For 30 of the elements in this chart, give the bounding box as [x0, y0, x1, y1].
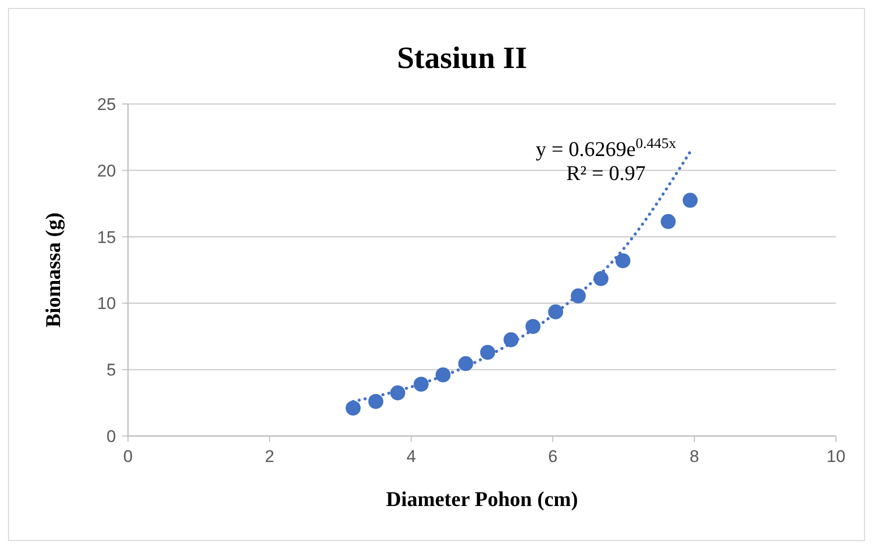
- x-tick-label: 2: [264, 447, 274, 466]
- y-axis-title: Biomassa (g): [41, 212, 65, 328]
- x-tick-label: 6: [548, 447, 558, 466]
- y-tick-label: 15: [97, 228, 116, 247]
- x-tick-label: 8: [690, 447, 700, 466]
- y-tick-label: 10: [97, 294, 116, 314]
- x-axis-title: Diameter Pohon (cm): [386, 487, 578, 511]
- point: [368, 394, 384, 409]
- point: [390, 385, 406, 400]
- point: [682, 192, 698, 208]
- point: [480, 344, 496, 360]
- y-tick-label: 25: [97, 95, 116, 114]
- point: [548, 304, 564, 320]
- point: [346, 400, 361, 416]
- y-tick-label: 0: [106, 427, 116, 446]
- point: [615, 253, 630, 268]
- annotation: R² = 0.97: [566, 161, 646, 185]
- annotation: y = 0.6269e$^{0.445x}$: [536, 136, 677, 161]
- x-tick-label: 10: [826, 447, 846, 466]
- point: [436, 367, 451, 382]
- x-tick-label: 4: [406, 447, 416, 466]
- point: [525, 318, 540, 334]
- y-tick-label: 20: [97, 161, 116, 180]
- x-tick-label: 0: [123, 447, 133, 466]
- y-tick-label: 5: [106, 360, 116, 380]
- point: [458, 356, 474, 372]
- chart-title: Stasiun II: [396, 40, 528, 75]
- point: [414, 376, 429, 392]
- point: [660, 214, 676, 230]
- point: [593, 271, 608, 286]
